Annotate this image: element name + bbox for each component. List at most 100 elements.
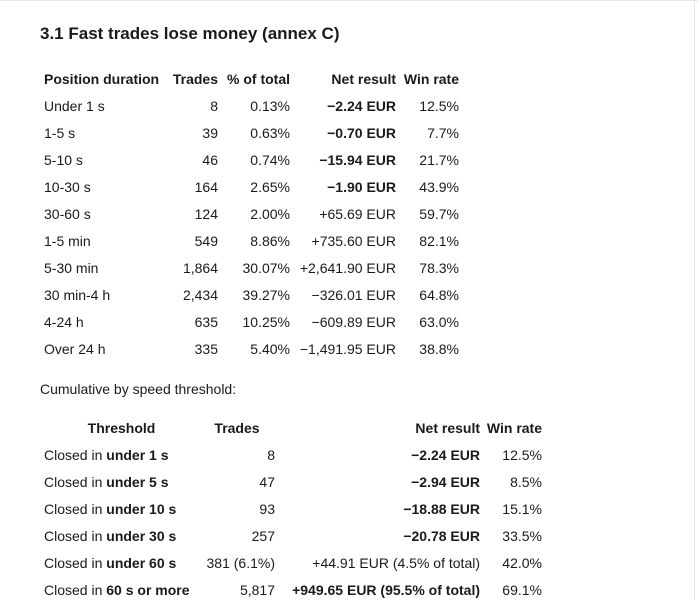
threshold-prefix: Closed in [44, 500, 107, 517]
trades-count: 381 (6.1%) [206, 554, 275, 571]
net-result: −609.89 EUR [311, 313, 396, 330]
duration-row: Over 24 h 335 5.40% −1,491.95 EUR 38.8% [44, 335, 459, 362]
duration-label: 5-10 s [44, 151, 83, 168]
cumulative-row: Closed in under 60 s 381 (6.1%) +44.91 EUR… [44, 549, 542, 576]
header-win-rate: Win rate [403, 70, 459, 87]
trades-count: 39 [202, 124, 218, 141]
duration-row: 30-60 s 124 2.00% +65.69 EUR 59.7% [44, 200, 459, 227]
net-result: +735.60 EUR [311, 232, 396, 249]
duration-label: 30 min-4 h [44, 286, 111, 303]
threshold-label: Closed in under 30 s [44, 522, 199, 549]
top-divider [0, 0, 698, 1]
threshold-label: Closed in 60 s or more [44, 576, 199, 603]
section-title: 3.1 Fast trades lose money (annex C) [40, 24, 340, 43]
net-result: −20.78 EUR [403, 527, 480, 544]
trades-count: 8 [210, 97, 218, 114]
threshold-label: Closed in under 10 s [44, 495, 199, 522]
cumulative-row: Closed in under 30 s 257 −20.78 EUR 33.5% [44, 522, 542, 549]
threshold-value: under 10 s [106, 500, 177, 517]
net-result: −2.24 EUR [327, 97, 396, 114]
trades-count: 2,434 [182, 286, 218, 303]
header-net-result: Net result [415, 419, 480, 436]
threshold-value: under 5 s [106, 473, 169, 490]
threshold-label: Closed in under 60 s [44, 549, 199, 576]
duration-row: Under 1 s 8 0.13% −2.24 EUR 12.5% [44, 92, 459, 119]
duration-row: 4-24 h 635 10.25% −609.89 EUR 63.0% [44, 308, 459, 335]
cumulative-intro: Cumulative by speed threshold: [40, 381, 237, 397]
duration-label: 5-30 min [44, 259, 99, 276]
trades-count: 549 [194, 232, 218, 249]
header-threshold: Threshold [87, 419, 156, 436]
win-rate: 69.1% [502, 581, 542, 598]
duration-label: 1-5 s [44, 124, 76, 141]
net-result: −2.24 EUR [411, 446, 480, 463]
threshold-value: under 1 s [106, 446, 169, 463]
trades-count: 635 [194, 313, 218, 330]
win-rate: 33.5% [502, 527, 542, 544]
win-rate: 43.9% [419, 178, 459, 195]
net-result: −0.70 EUR [327, 124, 396, 141]
win-rate: 59.7% [419, 205, 459, 222]
win-rate: 38.8% [419, 340, 459, 357]
percent-total: 39.27% [242, 286, 290, 303]
threshold-value: 60 s or more [106, 581, 190, 598]
threshold-prefix: Closed in [44, 581, 107, 598]
net-result: +949.65 EUR (95.5% of total) [292, 581, 480, 598]
cumulative-table: Threshold Trades Net result Win rate Clo… [44, 414, 542, 603]
duration-row: 1-5 min 549 8.86% +735.60 EUR 82.1% [44, 227, 459, 254]
percent-total: 2.00% [250, 205, 290, 222]
percent-total: 10.25% [242, 313, 290, 330]
net-result: −326.01 EUR [311, 286, 396, 303]
win-rate: 63.0% [419, 313, 459, 330]
net-result: +65.69 EUR [319, 205, 396, 222]
trades-count: 257 [251, 527, 275, 544]
duration-row: 30 min-4 h 2,434 39.27% −326.01 EUR 64.8% [44, 281, 459, 308]
percent-total: 5.40% [250, 340, 290, 357]
trades-count: 1,864 [182, 259, 218, 276]
trades-count: 5,817 [239, 581, 275, 598]
cumulative-row: Closed in under 10 s 93 −18.88 EUR 15.1% [44, 495, 542, 522]
win-rate: 12.5% [419, 97, 459, 114]
duration-row: 5-10 s 46 0.74% −15.94 EUR 21.7% [44, 146, 459, 173]
threshold-value: under 60 s [106, 554, 177, 571]
percent-total: 30.07% [242, 259, 290, 276]
threshold-prefix: Closed in [44, 527, 107, 544]
duration-row: 1-5 s 39 0.63% −0.70 EUR 7.7% [44, 119, 459, 146]
net-result: −2.94 EUR [411, 473, 480, 490]
trades-count: 8 [267, 446, 275, 463]
right-divider [694, 0, 695, 600]
cumulative-row: Closed in under 1 s 8 −2.24 EUR 12.5% [44, 441, 542, 468]
net-result: −15.94 EUR [319, 151, 396, 168]
trades-count: 93 [259, 500, 275, 517]
threshold-value: under 30 s [106, 527, 177, 544]
duration-label: Under 1 s [44, 97, 105, 114]
header-trades: Trades [172, 70, 218, 87]
win-rate: 78.3% [419, 259, 459, 276]
net-result: +44.91 EUR (4.5% of total) [312, 554, 480, 571]
trades-count: 335 [194, 340, 218, 357]
threshold-label: Closed in under 5 s [44, 468, 199, 495]
header-percent-total: % of total [227, 70, 290, 87]
threshold-label: Closed in under 1 s [44, 441, 199, 468]
header-win-rate: Win rate [486, 419, 542, 436]
trades-count: 124 [194, 205, 218, 222]
duration-row: 5-30 min 1,864 30.07% +2,641.90 EUR 78.3% [44, 254, 459, 281]
percent-total: 0.13% [250, 97, 290, 114]
cumulative-row: Closed in under 5 s 47 −2.94 EUR 8.5% [44, 468, 542, 495]
duration-table-header: Position duration Trades % of total Net … [44, 65, 459, 92]
duration-table: Position duration Trades % of total Net … [44, 65, 459, 362]
percent-total: 0.74% [250, 151, 290, 168]
net-result: −1,491.95 EUR [299, 340, 396, 357]
cumulative-table-header: Threshold Trades Net result Win rate [44, 414, 542, 441]
header-trades: Trades [214, 419, 260, 436]
win-rate: 12.5% [502, 446, 542, 463]
threshold-prefix: Closed in [44, 446, 107, 463]
header-position-duration: Position duration [44, 70, 160, 87]
net-result: −18.88 EUR [403, 500, 480, 517]
trades-count: 47 [259, 473, 275, 490]
percent-total: 8.86% [250, 232, 290, 249]
trades-count: 46 [202, 151, 218, 168]
trades-count: 164 [194, 178, 218, 195]
win-rate: 15.1% [502, 500, 542, 517]
